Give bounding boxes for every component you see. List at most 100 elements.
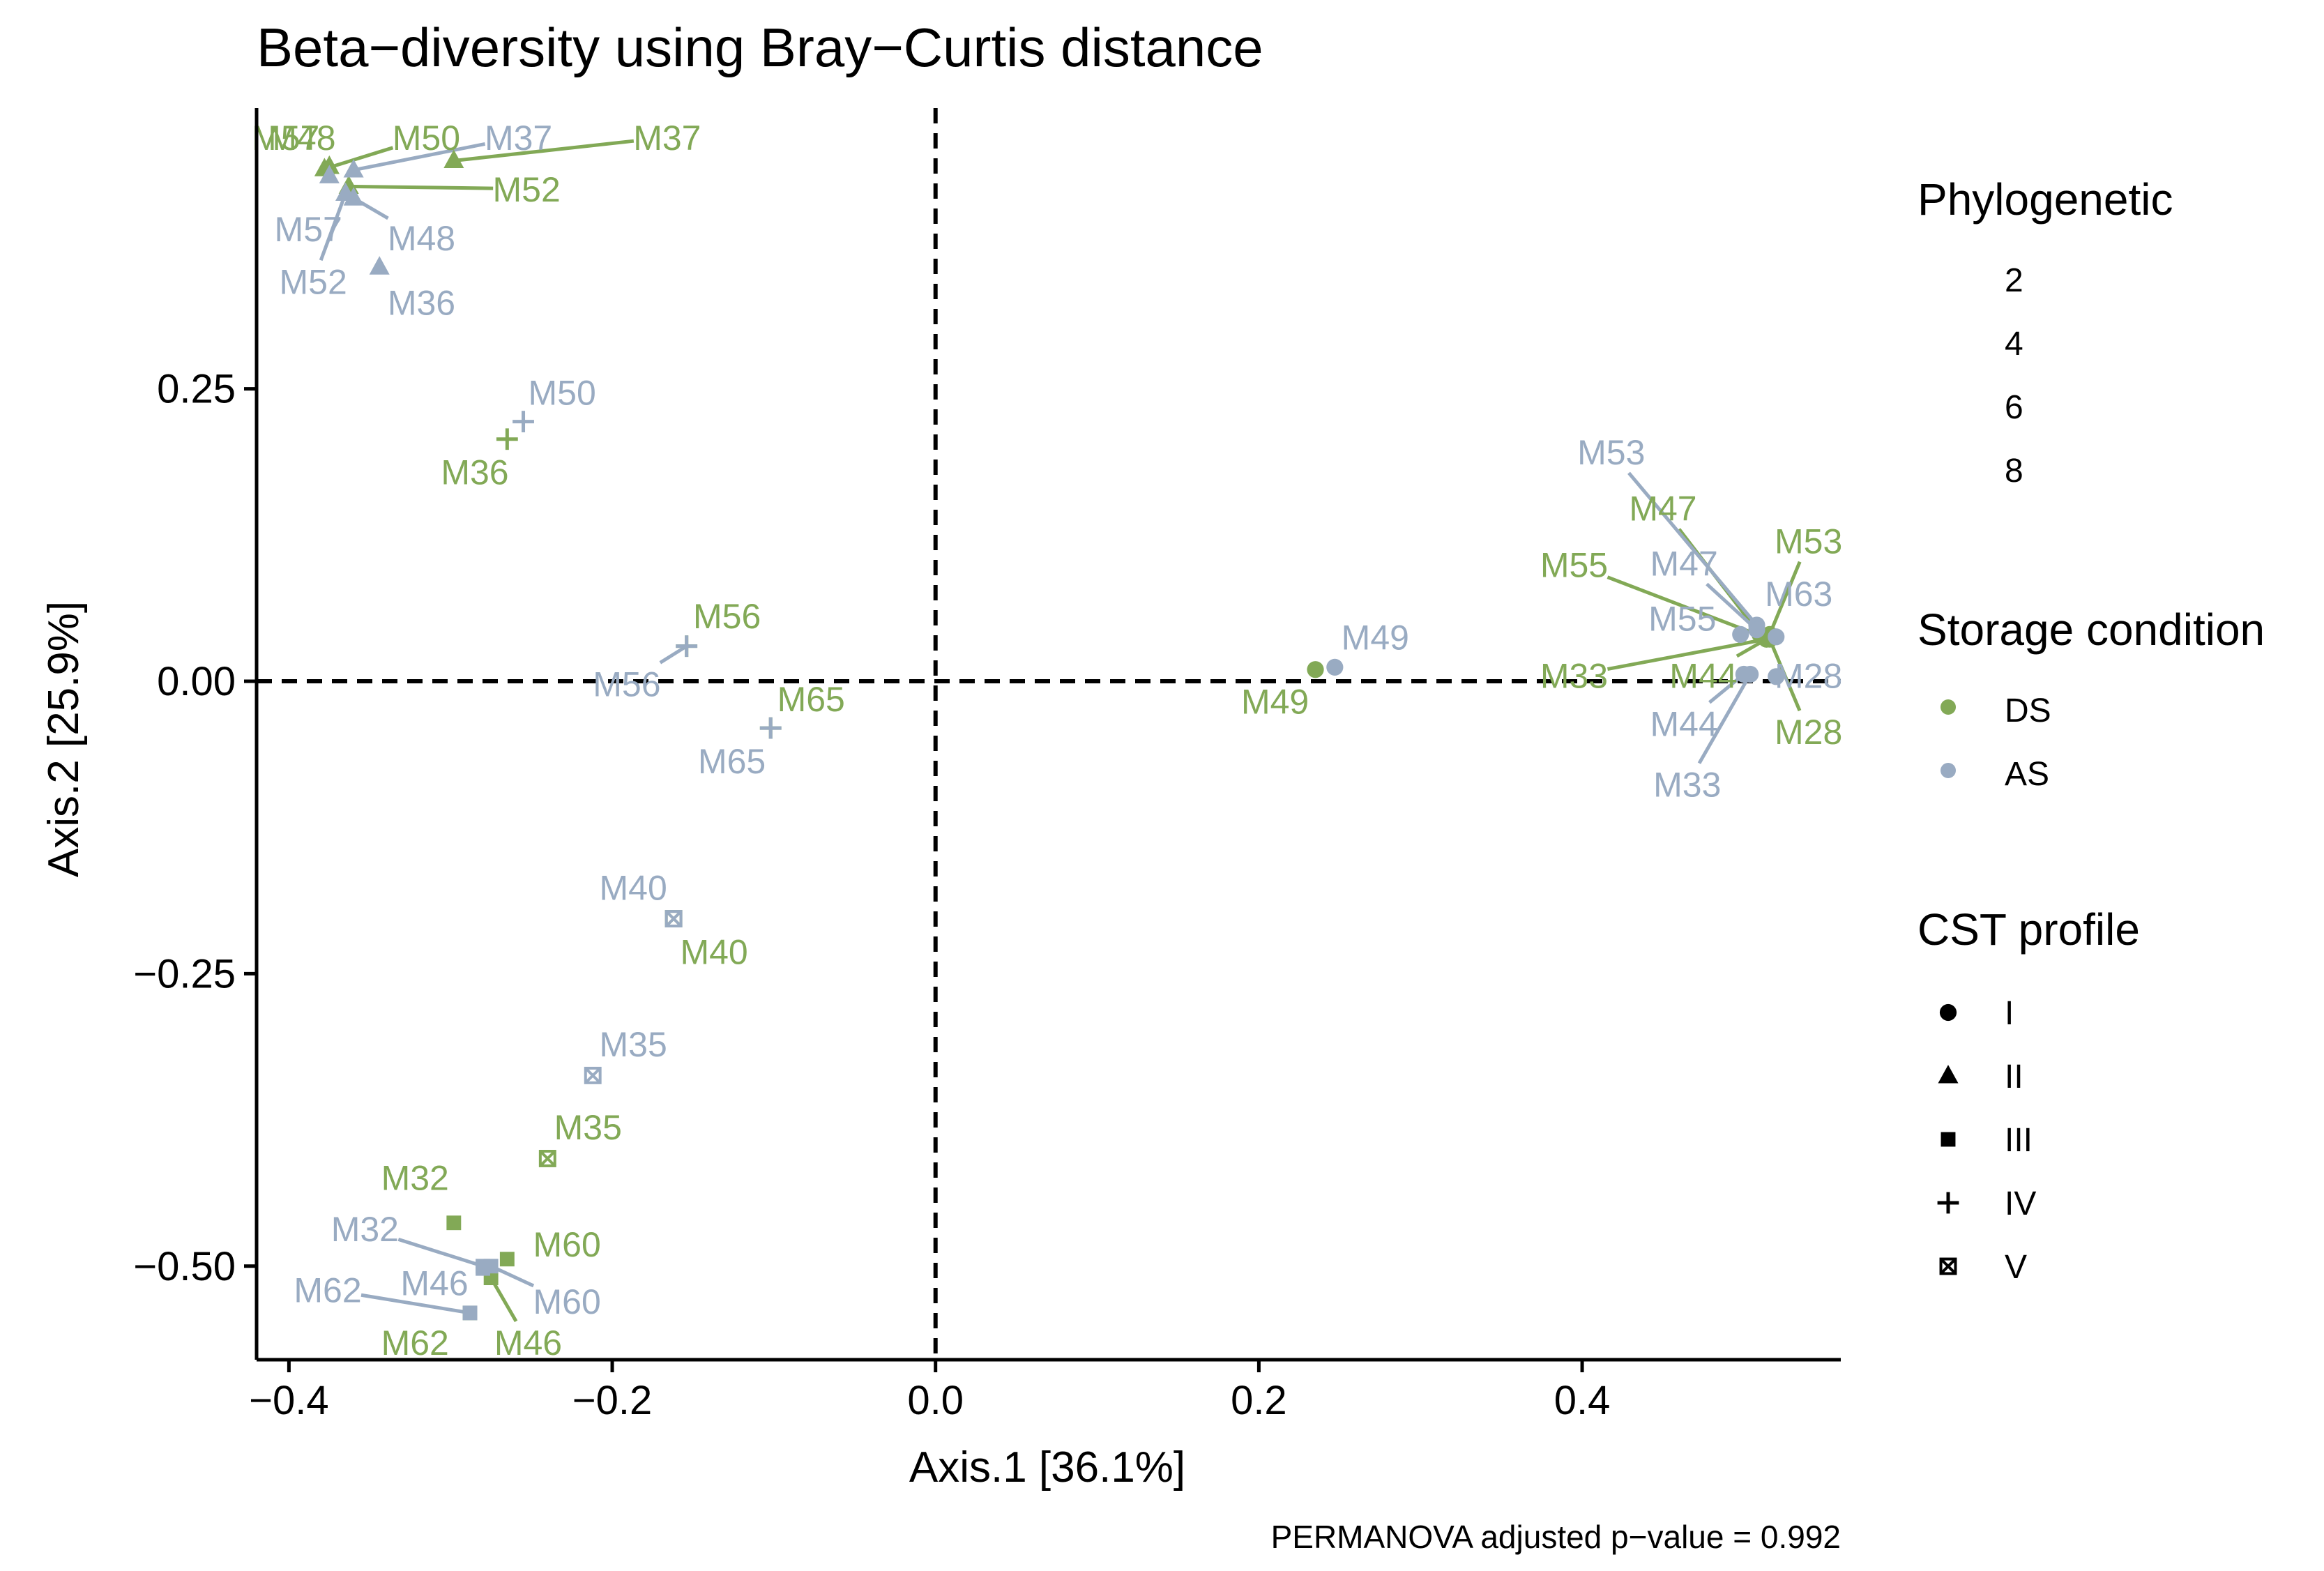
- legend-storage-label: AS: [2005, 756, 2049, 793]
- label-connector: [360, 1293, 471, 1315]
- point-label: M44: [1669, 657, 1737, 696]
- point-label: M49: [1241, 683, 1309, 722]
- point-label: M56: [593, 665, 660, 704]
- label-connector: [319, 192, 347, 261]
- point-label: M57: [275, 210, 342, 249]
- point-label: M44: [1650, 704, 1717, 743]
- point-label: M52: [493, 170, 561, 209]
- legend-cst-key-shape: [1937, 1192, 1959, 1214]
- chart-title: Beta−diversity using Bray−Curtis distanc…: [257, 17, 1263, 78]
- point-label: M33: [1653, 766, 1721, 805]
- data-point: [538, 1150, 556, 1167]
- legend-storage-label: DS: [2005, 692, 2051, 729]
- legend-cst-label: IV: [2005, 1185, 2036, 1222]
- label-connector: [397, 1237, 484, 1268]
- x-tick-label: 0.2: [1231, 1378, 1287, 1423]
- caption: PERMANOVA adjusted p−value = 0.992: [1271, 1519, 1841, 1555]
- data-point: [343, 159, 364, 178]
- point-label: M37: [485, 119, 552, 158]
- legend-storage-key-point: [1941, 699, 1956, 715]
- data-point: [664, 910, 683, 928]
- data-points: [314, 149, 1785, 1321]
- point-label: M57: [252, 119, 319, 158]
- point-label: M50: [529, 374, 596, 413]
- point-label: M62: [381, 1323, 449, 1363]
- legend-title-cst: CST profile: [1917, 904, 2140, 955]
- point-label: M35: [554, 1108, 622, 1147]
- legend-cst-key-shape: [1939, 1257, 1957, 1275]
- data-point: [496, 428, 518, 450]
- data-point: [369, 256, 390, 275]
- y-axis-ticks: 0.25 0.00 −0.25 −0.50: [133, 367, 257, 1289]
- point-label: M35: [600, 1025, 667, 1064]
- data-point: [1326, 658, 1344, 676]
- point-label: M46: [400, 1263, 468, 1303]
- point-label: M46: [494, 1323, 562, 1363]
- point-label: M52: [280, 262, 347, 301]
- label-connector: [324, 146, 394, 171]
- legend-cst-key-shape: [1938, 1065, 1959, 1084]
- point-label: M28: [1775, 713, 1842, 752]
- legend-title-phylogenetic: Phylogenetic: [1917, 174, 2173, 225]
- data-point: [343, 187, 364, 206]
- point-label: M55: [1648, 599, 1716, 638]
- data-point: [1307, 661, 1324, 678]
- point-label: M56: [693, 597, 761, 636]
- point-label: M36: [441, 453, 508, 492]
- data-point: [476, 1261, 491, 1276]
- data-point: [759, 717, 782, 739]
- point-label: M28: [1775, 657, 1842, 696]
- point-label: M63: [1765, 575, 1832, 614]
- point-label: M50: [393, 119, 460, 158]
- label-connector: [1697, 673, 1752, 764]
- data-point: [1768, 628, 1785, 646]
- legend-phylogenetic-label: 4: [2005, 326, 2023, 363]
- label-connector: [1768, 561, 1802, 635]
- point-label: M40: [600, 868, 667, 907]
- legend-cst-label: III: [2005, 1122, 2033, 1159]
- legend-cst-label: II: [2005, 1058, 2023, 1095]
- point-label: M37: [633, 119, 701, 158]
- point-label: M60: [533, 1225, 600, 1264]
- x-axis-title: Axis.1 [36.1%]: [909, 1443, 1185, 1492]
- point-label: M48: [268, 119, 335, 158]
- label-connectors: [319, 139, 1802, 1323]
- point-label: M60: [533, 1282, 600, 1321]
- legend-phylogenetic-items: 2 4 6 8: [2005, 262, 2023, 489]
- legend-cst-key-shape: [1941, 1132, 1956, 1147]
- legend-phylogenetic-label: 8: [2005, 453, 2023, 489]
- label-connector: [659, 644, 688, 665]
- legend-cst-label: V: [2005, 1249, 2027, 1286]
- data-point: [335, 182, 356, 202]
- data-point: [1742, 665, 1759, 683]
- x-tick-label: −0.4: [249, 1378, 329, 1423]
- x-tick-label: 0.4: [1554, 1378, 1611, 1423]
- y-tick-label: 0.00: [157, 659, 236, 704]
- legend-cst-key-shape: [1939, 1003, 1957, 1022]
- legend-storage-key-point: [1941, 763, 1956, 778]
- x-axis-ticks: −0.4 −0.2 0.0 0.2 0.4: [249, 1360, 1610, 1423]
- data-point: [446, 1215, 462, 1231]
- point-label: M40: [680, 933, 747, 972]
- point-label: M32: [331, 1210, 399, 1249]
- point-label: M36: [388, 283, 455, 322]
- y-axis-title: Axis.2 [25.9%]: [40, 601, 88, 877]
- x-tick-label: −0.2: [572, 1378, 653, 1423]
- point-label: M65: [698, 742, 766, 781]
- point-label: M33: [1540, 657, 1608, 696]
- legend-phylogenetic-label: 6: [2005, 389, 2023, 426]
- label-connector: [353, 142, 486, 172]
- legend-storage-items: DS AS: [1941, 692, 2051, 793]
- legend-phylogenetic-label: 2: [2005, 262, 2023, 299]
- point-label: M53: [1577, 433, 1645, 472]
- y-tick-label: −0.25: [133, 951, 236, 996]
- legend-cst-label: I: [2005, 995, 2014, 1032]
- data-point: [443, 149, 464, 169]
- point-label: M47: [1629, 489, 1696, 529]
- data-point: [512, 411, 534, 432]
- legend: Phylogenetic 2 4 6 8 Storage condition DS AS…: [1917, 174, 2265, 1286]
- point-label: M65: [777, 680, 845, 719]
- point-label: M53: [1775, 522, 1842, 561]
